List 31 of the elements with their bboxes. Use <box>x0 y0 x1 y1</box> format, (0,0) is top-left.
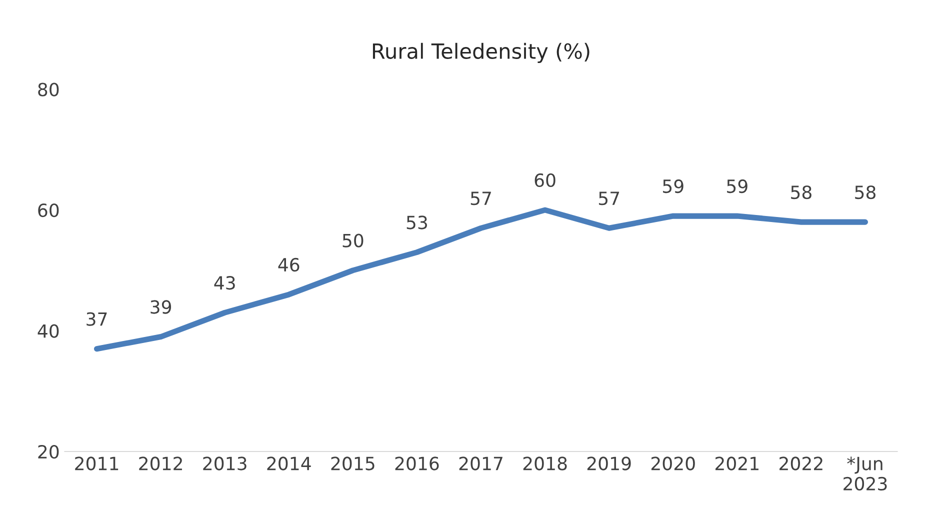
x-tick-label: 2013 <box>203 456 246 470</box>
y-tick-label: 40 <box>38 324 59 338</box>
y-tick-label: 80 <box>38 82 59 96</box>
x-tick-label: 2019 <box>587 456 631 470</box>
x-tick-label: 2018 <box>523 456 567 470</box>
data-label: 53 <box>406 216 427 230</box>
data-label: 46 <box>278 258 300 272</box>
data-label: 50 <box>342 234 364 248</box>
y-tick-label: 20 <box>38 444 59 459</box>
data-label: 58 <box>855 185 876 200</box>
x-tick-label: 2015 <box>331 456 374 470</box>
x-tick-label: *Jun 2023 <box>844 456 887 491</box>
x-tick-label: 2022 <box>780 456 822 470</box>
data-label: 43 <box>214 276 235 290</box>
data-label: 57 <box>470 192 491 206</box>
data-label: 60 <box>534 173 556 188</box>
x-tick-label: 2020 <box>651 456 695 470</box>
chart-title: Rural Teledensity (%) <box>372 42 590 64</box>
x-tick-label: 2017 <box>459 456 502 470</box>
y-tick-label: 60 <box>38 203 59 218</box>
x-tick-label: 2012 <box>139 456 182 470</box>
data-label: 59 <box>663 179 684 194</box>
x-tick-label: 2016 <box>395 456 439 470</box>
x-tick-label: 2011 <box>75 456 118 470</box>
data-label: 57 <box>598 192 620 206</box>
x-tick-label: 2021 <box>716 456 758 470</box>
data-label: 58 <box>791 185 812 200</box>
data-label: 59 <box>727 179 748 194</box>
x-tick-label: 2014 <box>267 456 311 470</box>
data-label: 37 <box>86 312 107 326</box>
data-label: 39 <box>150 300 172 314</box>
